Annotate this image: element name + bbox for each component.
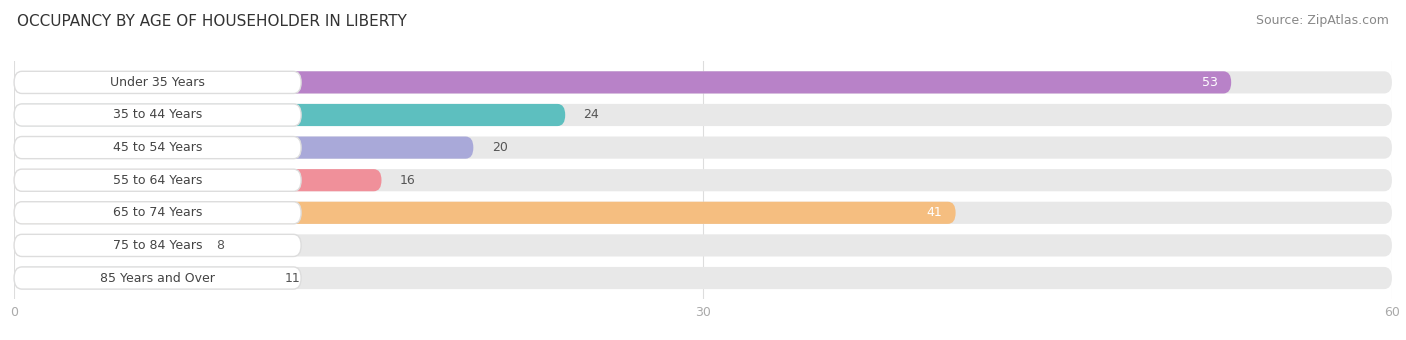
Text: 11: 11 <box>285 272 301 285</box>
Text: 16: 16 <box>399 174 416 187</box>
FancyBboxPatch shape <box>14 169 301 191</box>
FancyBboxPatch shape <box>14 104 1392 126</box>
FancyBboxPatch shape <box>14 137 301 159</box>
Text: 24: 24 <box>583 108 599 121</box>
FancyBboxPatch shape <box>14 137 474 159</box>
FancyBboxPatch shape <box>14 234 1392 256</box>
FancyBboxPatch shape <box>14 202 956 224</box>
Text: 8: 8 <box>217 239 224 252</box>
Text: Under 35 Years: Under 35 Years <box>110 76 205 89</box>
FancyBboxPatch shape <box>14 169 1392 191</box>
FancyBboxPatch shape <box>14 71 1392 94</box>
FancyBboxPatch shape <box>14 71 301 94</box>
FancyBboxPatch shape <box>14 234 198 256</box>
Text: 20: 20 <box>492 141 508 154</box>
FancyBboxPatch shape <box>14 267 1392 289</box>
Text: 75 to 84 Years: 75 to 84 Years <box>112 239 202 252</box>
FancyBboxPatch shape <box>14 104 301 126</box>
Text: OCCUPANCY BY AGE OF HOUSEHOLDER IN LIBERTY: OCCUPANCY BY AGE OF HOUSEHOLDER IN LIBER… <box>17 14 406 29</box>
FancyBboxPatch shape <box>14 137 1392 159</box>
Text: 45 to 54 Years: 45 to 54 Years <box>112 141 202 154</box>
FancyBboxPatch shape <box>14 104 565 126</box>
FancyBboxPatch shape <box>14 71 1232 94</box>
FancyBboxPatch shape <box>14 169 381 191</box>
Text: 85 Years and Over: 85 Years and Over <box>100 272 215 285</box>
FancyBboxPatch shape <box>14 234 301 256</box>
Text: 35 to 44 Years: 35 to 44 Years <box>112 108 202 121</box>
Text: 41: 41 <box>927 206 942 219</box>
FancyBboxPatch shape <box>14 202 1392 224</box>
Text: 53: 53 <box>1202 76 1218 89</box>
Text: Source: ZipAtlas.com: Source: ZipAtlas.com <box>1256 14 1389 27</box>
FancyBboxPatch shape <box>14 267 267 289</box>
Text: 65 to 74 Years: 65 to 74 Years <box>112 206 202 219</box>
Text: 55 to 64 Years: 55 to 64 Years <box>112 174 202 187</box>
FancyBboxPatch shape <box>14 267 301 289</box>
FancyBboxPatch shape <box>14 202 301 224</box>
